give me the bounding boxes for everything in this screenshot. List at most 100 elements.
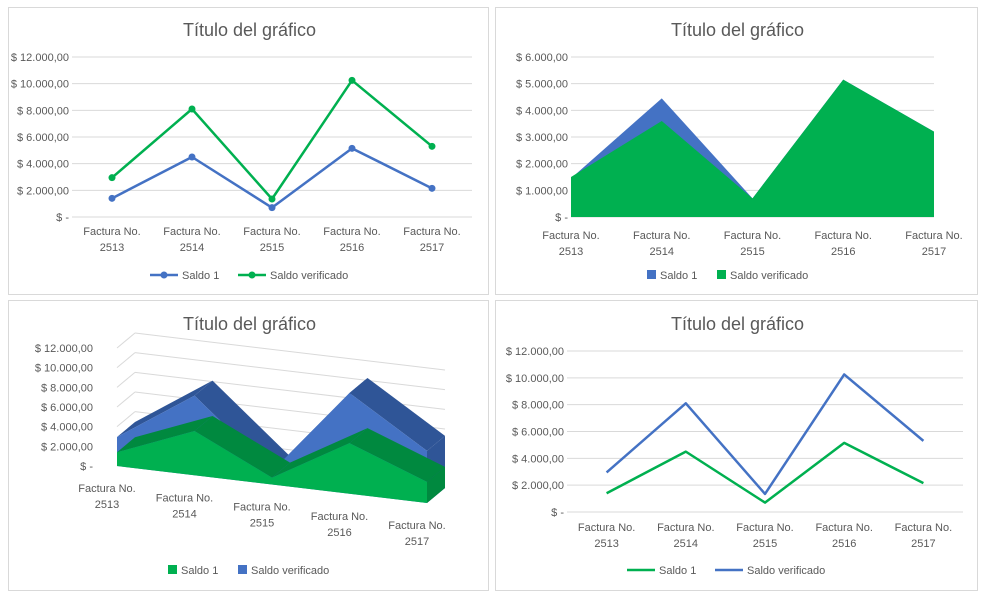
- y-tick-label: $ 10.000,00: [11, 79, 69, 91]
- y-tick-label: $ 12.000,00: [11, 52, 69, 64]
- x-tick-label: Factura No.: [633, 230, 690, 242]
- x-tick-label: 2516: [340, 242, 364, 254]
- series-area-top-1: [272, 428, 368, 478]
- x-tick-label: 2516: [831, 246, 855, 258]
- y-tick-label: $ 2.000,00: [512, 480, 564, 492]
- chart-svg-2: Título del gráfico $ - $ 1.000,00 $ 2.000,0…: [516, 20, 963, 282]
- series-line-2: [605, 373, 925, 496]
- chart-svg-4: Título del gráfico $ - $ 2.000,00 $ 4.000,0…: [506, 314, 963, 577]
- y-tick-label: $ 3.000,00: [516, 132, 568, 144]
- chart-area-3d[interactable]: Título del gráfico $ - $ 2.000,00 $ 4.000,0…: [8, 300, 489, 591]
- data-point: [268, 195, 276, 203]
- y-tick-label: $ 2.000,00: [41, 441, 93, 453]
- y-tick-label: $ 6.000,00: [512, 427, 564, 439]
- gridline: [134, 352, 446, 391]
- chart-title: Título del gráfico: [671, 20, 804, 40]
- x-tick-label: Factura No.: [578, 522, 635, 534]
- chart-title: Título del gráfico: [183, 20, 316, 40]
- series-line-2: [111, 79, 433, 201]
- y-tick-label: $ 12.000,00: [35, 343, 93, 355]
- legend-swatch: [168, 565, 177, 574]
- x-tick-label: 2517: [922, 246, 946, 258]
- y-tick-label: $ -: [56, 212, 69, 224]
- x-tick-label: Factura No.: [233, 502, 290, 514]
- y-tick-label: $ 8.000,00: [17, 105, 69, 117]
- legend-label: Saldo 1: [181, 565, 218, 577]
- legend-label: Saldo verificado: [730, 270, 808, 282]
- x-tick-label: 2515: [260, 242, 284, 254]
- legend-label: Saldo 1: [660, 270, 697, 282]
- y-tick-label: $ 8.000,00: [41, 382, 93, 394]
- series-area-top-2: [117, 380, 213, 437]
- y-tick-label: $ 2.000,00: [516, 159, 568, 171]
- chart-area[interactable]: Título del gráfico $ - $ 1.000,00 $ 2.000,0…: [495, 7, 978, 295]
- data-point: [268, 204, 276, 212]
- x-tick-label: Factura No.: [323, 226, 380, 238]
- legend-swatch: [238, 565, 247, 574]
- x-tick-label: 2517: [420, 242, 444, 254]
- x-tick-label: 2515: [753, 538, 777, 550]
- y-tick-label: $ -: [555, 212, 568, 224]
- x-tick-label: Factura No.: [78, 483, 135, 495]
- y-tick-label: $ 4.000,00: [516, 105, 568, 117]
- y-tick-label: $ 8.000,00: [512, 400, 564, 412]
- series-area-1: [117, 431, 427, 503]
- gridline: [134, 332, 446, 371]
- x-tick-label: Factura No.: [724, 230, 781, 242]
- legend-swatch: [647, 270, 656, 279]
- x-tick-label: Factura No.: [311, 511, 368, 523]
- legend-label: Saldo verificado: [747, 565, 825, 577]
- x-tick-label: Factura No.: [83, 226, 140, 238]
- data-point: [108, 174, 116, 182]
- x-tick-label: Factura No.: [388, 520, 445, 532]
- x-tick-label: Factura No.: [657, 522, 714, 534]
- x-tick-label: 2515: [740, 246, 764, 258]
- data-point: [348, 76, 356, 84]
- series-area-top-2: [349, 377, 445, 451]
- x-tick-label: 2517: [911, 538, 935, 550]
- legend-label: Saldo 1: [182, 270, 219, 282]
- series-area-end-1: [427, 466, 445, 503]
- legend-label: Saldo verificado: [251, 565, 329, 577]
- x-tick-label: Factura No.: [895, 522, 952, 534]
- x-tick-label: 2517: [405, 536, 429, 548]
- x-tick-label: 2513: [559, 246, 583, 258]
- gridline-side: [116, 371, 136, 388]
- data-point: [188, 153, 196, 161]
- chart-line-markers[interactable]: Título del gráfico $ - $ 2.000,00 $ 4.000,0…: [8, 7, 489, 295]
- series-line-1: [606, 441, 924, 504]
- y-tick-label: $ 10.000,00: [35, 363, 93, 375]
- chart-line[interactable]: Título del gráfico $ - $ 2.000,00 $ 4.000,0…: [495, 300, 978, 591]
- legend-swatch: [717, 270, 726, 279]
- y-tick-label: $ 2.000,00: [17, 185, 69, 197]
- x-tick-label: Factura No.: [542, 230, 599, 242]
- y-tick-label: $ 4.000,00: [41, 422, 93, 434]
- data-point: [428, 184, 436, 192]
- x-tick-label: 2513: [100, 242, 124, 254]
- legend-marker: [160, 271, 168, 279]
- x-tick-label: 2515: [250, 518, 274, 530]
- y-tick-label: $ 10.000,00: [506, 373, 564, 385]
- x-tick-label: Factura No.: [403, 226, 460, 238]
- y-tick-label: $ 6.000,00: [41, 402, 93, 414]
- data-point: [108, 194, 116, 202]
- y-tick-label: $ 6.000,00: [17, 132, 69, 144]
- data-point: [348, 144, 356, 152]
- x-tick-label: Factura No.: [815, 522, 872, 534]
- x-tick-label: 2514: [674, 538, 698, 550]
- legend-label: Saldo 1: [659, 565, 696, 577]
- series-area-top-1: [117, 416, 213, 453]
- gridline-side: [116, 411, 136, 428]
- x-tick-label: 2516: [832, 538, 856, 550]
- x-tick-label: 2514: [172, 508, 196, 520]
- y-tick-label: $ 6.000,00: [516, 52, 568, 64]
- y-tick-label: $ 5.000,00: [516, 79, 568, 91]
- gridline-side: [116, 332, 136, 349]
- x-tick-label: 2516: [327, 527, 351, 539]
- gridline-side: [116, 352, 136, 369]
- x-tick-label: Factura No.: [905, 230, 962, 242]
- gridline-side: [116, 391, 136, 408]
- legend-marker: [248, 271, 256, 279]
- x-tick-label: Factura No.: [243, 226, 300, 238]
- x-tick-label: Factura No.: [736, 522, 793, 534]
